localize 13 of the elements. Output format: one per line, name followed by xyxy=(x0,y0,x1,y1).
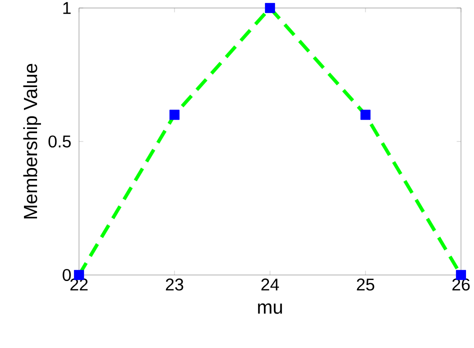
x-tick-label: 26 xyxy=(452,278,470,291)
x-tick-label: 24 xyxy=(261,278,279,290)
x-tick-label: 22 xyxy=(70,278,88,290)
point xyxy=(264,2,276,14)
x-tick-label: 25 xyxy=(356,278,374,291)
x-tick-label: 23 xyxy=(166,278,184,291)
y-tick-label: 1 xyxy=(63,2,71,14)
point xyxy=(360,110,371,120)
point xyxy=(169,110,180,120)
y-tick-label: 0 xyxy=(62,268,71,282)
y-axis-title: Membership Value xyxy=(23,64,41,218)
y-tick-label: 0.5 xyxy=(48,135,71,148)
x-axis-title: mu xyxy=(258,303,282,314)
